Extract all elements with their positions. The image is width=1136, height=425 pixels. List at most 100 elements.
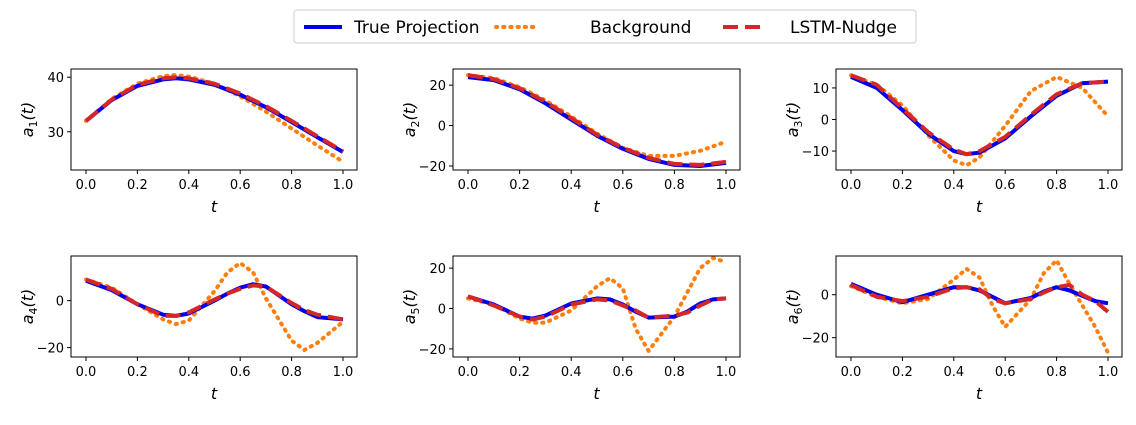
x-tick-label: 0.8	[1046, 365, 1067, 380]
y-axis-label: a2(t)	[400, 102, 422, 138]
y-tick-label: 0	[821, 289, 829, 304]
y-label-subscript: 1	[27, 120, 40, 127]
y-axis-label: a1(t)	[18, 102, 40, 138]
x-tick-label: 0.4	[178, 365, 199, 380]
y-label-subscript: 4	[27, 307, 40, 314]
y-label-base: a	[18, 314, 37, 324]
series-line-lstm-nudge	[467, 73, 727, 167]
legend-label: Background	[590, 18, 691, 38]
subplot-a4: 0.0 0.2 0.4 0.6 0.8 1.0 −20 0 t a4(t)	[18, 255, 358, 403]
x-axis-label: t	[211, 384, 218, 403]
legend: True Projection Background LSTM-Nudge	[293, 9, 917, 44]
x-axis-label: t	[976, 384, 983, 403]
series-line-lstm-nudge	[467, 294, 727, 322]
x-tick-label: 0.0	[458, 178, 479, 193]
y-tick-label: −10	[802, 145, 829, 160]
y-tick-label: −20	[802, 332, 829, 347]
x-tick-label: 0.0	[458, 365, 479, 380]
subplot-a5: 0.0 0.2 0.4 0.6 0.8 1.0 −20 0 20 t a5(t)	[400, 255, 741, 403]
x-tick-label: 0.2	[127, 365, 148, 380]
x-tick-label: 0.2	[509, 365, 530, 380]
x-tick-label: 0.6	[230, 178, 251, 193]
series-line-background	[84, 73, 345, 164]
x-tick-label: 0.6	[230, 365, 251, 380]
x-tick-label: 0.6	[995, 365, 1016, 380]
x-axis-label: t	[211, 197, 218, 216]
x-tick-label: 0.0	[76, 365, 97, 380]
x-tick-label: 0.0	[841, 178, 862, 193]
x-tick-label: 1.0	[333, 178, 354, 193]
x-tick-label: 0.8	[664, 365, 685, 380]
x-tick-label: 0.8	[664, 178, 685, 193]
y-tick-label: −20	[419, 343, 446, 358]
subplot-a3: 0.0 0.2 0.4 0.6 0.8 1.0 −10 0 10 t a3(t)	[783, 68, 1123, 216]
x-tick-label: 0.8	[1046, 178, 1067, 193]
plot-frame	[835, 255, 1123, 358]
subplot-a6: 0.0 0.2 0.4 0.6 0.8 1.0 −20 0 t a6(t)	[783, 255, 1123, 403]
x-tick-label: 0.2	[509, 178, 530, 193]
x-tick-label: 1.0	[716, 365, 737, 380]
y-tick-label: 30	[47, 126, 64, 141]
y-axis-label: a4(t)	[18, 289, 40, 325]
x-tick-label: 1.0	[1098, 178, 1119, 193]
y-axis-label: a3(t)	[783, 102, 805, 138]
series-line-background	[849, 73, 1110, 168]
y-label-arg: (t)	[783, 289, 802, 308]
y-tick-label: 20	[429, 262, 446, 277]
y-tick-label: 0	[438, 303, 446, 318]
y-label-base: a	[783, 127, 802, 137]
x-tick-label: 1.0	[333, 365, 354, 380]
x-tick-label: 0.6	[612, 178, 633, 193]
y-label-base: a	[400, 127, 419, 137]
series-line-lstm-nudge	[85, 277, 344, 322]
x-tick-label: 0.8	[281, 365, 302, 380]
y-tick-label: 0	[821, 114, 829, 129]
plot-frame	[70, 255, 358, 358]
y-label-subscript: 2	[409, 120, 422, 127]
x-tick-label: 0.2	[892, 178, 913, 193]
x-axis-label: t	[593, 197, 600, 216]
y-label-arg: (t)	[18, 102, 37, 121]
x-axis-label: t	[976, 197, 983, 216]
series-line-lstm-nudge	[850, 283, 1110, 314]
x-tick-label: 0.4	[943, 178, 964, 193]
plot-frame	[452, 68, 741, 171]
y-label-base: a	[783, 314, 802, 324]
series-line-background	[849, 258, 1110, 355]
series-line-background	[466, 256, 728, 353]
series-line-lstm-nudge	[850, 73, 1109, 157]
x-tick-label: 0.0	[841, 365, 862, 380]
series-line-lstm-nudge	[84, 75, 345, 154]
x-tick-label: 0.2	[127, 178, 148, 193]
x-tick-label: 0.6	[995, 178, 1016, 193]
legend-label: True Projection	[353, 18, 480, 38]
y-tick-label: 20	[429, 79, 446, 94]
y-axis-label: a6(t)	[783, 289, 805, 325]
y-label-arg: (t)	[783, 102, 802, 121]
x-tick-label: 0.4	[178, 178, 199, 193]
plot-frame	[452, 255, 741, 358]
series-line-background	[466, 73, 728, 158]
y-tick-label: 0	[56, 295, 64, 310]
subplot-a2: 0.0 0.2 0.4 0.6 0.8 1.0 −20 0 20 t a2(t)	[400, 68, 741, 216]
y-label-arg: (t)	[400, 102, 419, 121]
x-tick-label: 0.2	[892, 365, 913, 380]
y-tick-label: 40	[47, 71, 64, 86]
y-label-base: a	[400, 314, 419, 324]
x-tick-label: 1.0	[716, 178, 737, 193]
legend-label: LSTM-Nudge	[790, 18, 897, 38]
plot-frame	[70, 68, 358, 171]
x-axis-label: t	[593, 384, 600, 403]
y-tick-label: 10	[812, 82, 829, 97]
y-label-base: a	[18, 127, 37, 137]
y-tick-label: −20	[37, 342, 64, 357]
legend-frame	[293, 9, 917, 44]
y-label-subscript: 5	[409, 307, 422, 314]
subplot-a1: 0.0 0.2 0.4 0.6 0.8 1.0 30 40 t a1(t)	[18, 68, 358, 216]
y-label-arg: (t)	[18, 289, 37, 308]
series-line-background	[84, 261, 345, 352]
x-tick-label: 0.4	[561, 178, 582, 193]
y-tick-label: −20	[419, 160, 446, 175]
